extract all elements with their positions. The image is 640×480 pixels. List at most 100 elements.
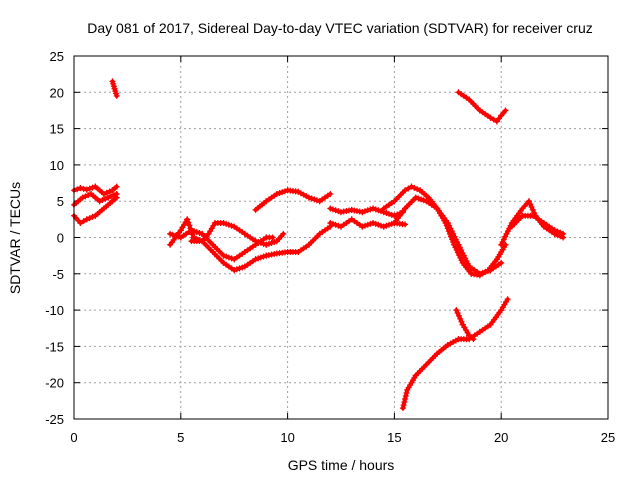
data-point-marker [408,183,415,190]
data-point-marker [273,190,280,197]
data-point-marker [255,239,262,246]
data-point-marker [332,221,339,228]
data-series-arc-h [252,187,334,213]
x-tick-label: 5 [177,430,184,445]
data-point-marker [281,188,288,195]
data-point-marker [402,187,409,194]
data-point-marker [364,207,371,214]
data-point-marker [335,222,342,229]
data-point-marker [450,230,457,237]
data-point-marker [305,194,312,201]
data-point-marker [89,184,96,191]
data-point-marker [484,268,491,275]
data-point-marker [103,189,110,196]
y-tick-label: 15 [50,122,64,137]
y-tick-label: 25 [50,49,64,64]
data-point-marker [487,114,494,121]
data-point-marker [402,393,409,400]
data-point-marker [399,405,406,412]
data-point-marker [172,232,179,239]
data-point-marker [96,198,103,205]
data-point-marker [255,255,262,262]
data-point-marker [82,193,89,200]
data-point-marker [554,228,561,235]
x-tick-label: 15 [387,430,401,445]
data-point-marker [239,264,246,271]
data-point-marker [479,269,486,276]
data-point-marker [100,190,107,197]
tick-labels: 0 5 10 15 20 25 -25 -20 -15 -10 -5 0 5 10 15 20 25 [45,49,615,445]
y-tick-label: 10 [50,158,64,173]
data-point-marker [196,229,203,236]
plot-frame [73,55,609,420]
data-point-marker [311,196,318,203]
data-point-marker [391,212,398,219]
data-series-arc-b [71,190,120,208]
data-point-marker [401,399,408,406]
data-point-marker [388,211,395,218]
x-axis-label: GPS time / hours [288,457,395,473]
data-point-marker [359,209,366,216]
data-point-marker [498,241,505,248]
data-series-arc-d [109,78,120,99]
data-point-marker [233,266,240,273]
data-point-marker [464,260,471,267]
data-point-marker [498,259,505,266]
data-point-marker [372,220,379,227]
data-point-marker [184,216,191,223]
data-point-marker [220,252,227,259]
data-point-marker [223,220,230,227]
data-point-marker [362,222,369,229]
data-point-marker [327,190,334,197]
data-point-marker [225,221,232,228]
tick-marks [73,55,609,420]
data-point-marker [370,205,377,212]
data-point-marker [276,190,283,197]
data-point-marker [455,241,462,248]
data-point-marker [375,221,382,228]
data-point-marker [169,231,176,238]
data-point-marker [551,227,558,234]
data-point-marker [268,239,275,246]
y-tick-label: -25 [45,412,64,427]
data-point-marker [79,194,86,201]
data-point-marker [418,196,425,203]
data-series-arc-a [71,183,120,197]
data-point-marker [228,255,235,262]
data-point-marker [415,195,422,202]
data-point-marker [257,239,264,246]
data-point-marker [80,218,87,225]
x-tick-label: 0 [70,430,77,445]
data-point-marker [452,236,459,243]
data-point-marker [380,223,387,230]
data-point-marker [223,253,230,260]
data-point-marker [327,205,334,212]
data-point-marker [444,219,451,226]
data-point-marker [225,254,232,261]
x-tick-label: 25 [601,430,615,445]
data-point-marker [504,228,511,235]
data-point-marker [367,206,374,213]
data-point-marker [458,318,465,325]
data-point-marker [454,239,461,246]
data-point-marker [327,219,334,226]
data-point-marker [499,239,506,246]
data-point-marker [105,194,112,201]
data-point-marker [252,256,259,263]
x-tick-label: 10 [280,430,294,445]
data-point-marker [83,216,90,223]
y-tick-label: 20 [50,85,64,100]
data-point-marker [378,222,385,229]
data-point-marker [528,204,535,211]
data-point-marker [527,201,534,208]
data-point-marker [362,208,369,215]
data-point-marker [236,265,243,272]
data-point-marker [99,196,106,203]
data-series-arc-m [498,198,567,248]
data-point-marker [367,220,374,227]
data-point-marker [335,208,342,215]
data-point-marker [80,185,87,192]
data-point-marker [402,221,409,228]
